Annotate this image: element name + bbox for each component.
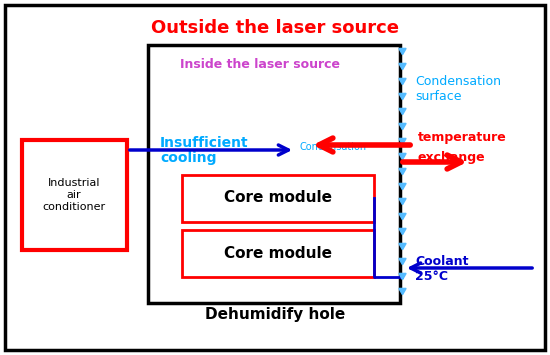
Bar	[22, 140, 127, 250]
Text: cooling: cooling	[160, 151, 217, 165]
Text: Core module: Core module	[224, 246, 332, 261]
Text: Coolant
25°C: Coolant 25°C	[415, 255, 469, 283]
Text: temperature: temperature	[418, 131, 507, 144]
Text: Condensation: Condensation	[300, 142, 367, 152]
Text: Outside the laser source: Outside the laser source	[151, 19, 399, 37]
Text: exchange: exchange	[418, 152, 486, 164]
Text: Industrial
air
conditioner: Industrial air conditioner	[42, 179, 106, 212]
Bar	[182, 230, 374, 277]
Text: Dehumidify hole: Dehumidify hole	[205, 307, 345, 322]
Text: Core module: Core module	[224, 191, 332, 206]
Text: Insufficient: Insufficient	[160, 136, 249, 150]
Text: Condensation
surface: Condensation surface	[415, 75, 501, 103]
Bar	[182, 175, 374, 222]
Text: Inside the laser source: Inside the laser source	[180, 59, 340, 71]
Bar	[148, 45, 400, 303]
